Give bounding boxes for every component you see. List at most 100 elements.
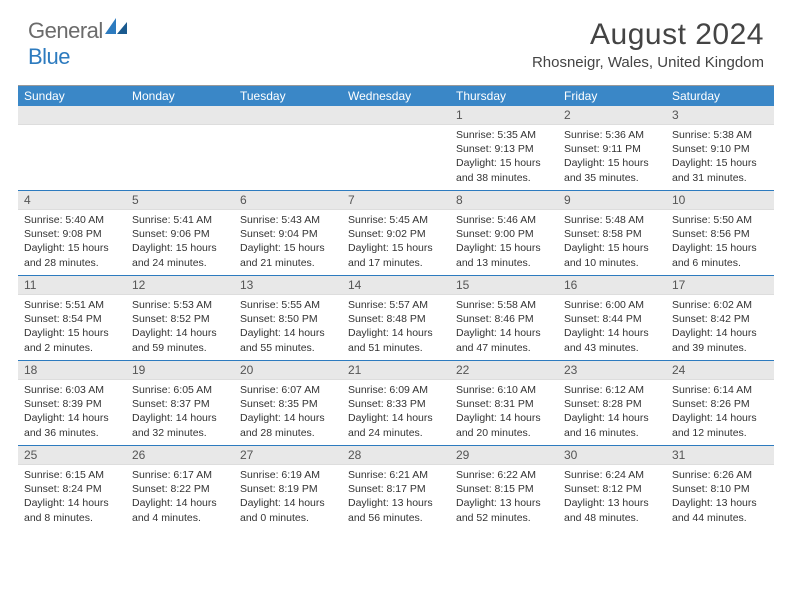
day-number: 22: [450, 361, 558, 380]
day-number: 28: [342, 446, 450, 465]
day-line: Daylight: 14 hours: [240, 496, 336, 510]
day-line: and 10 minutes.: [564, 256, 660, 270]
day-line: and 31 minutes.: [672, 171, 768, 185]
day-number: 20: [234, 361, 342, 380]
day-line: Sunrise: 6:00 AM: [564, 298, 660, 312]
week-row: 1Sunrise: 5:35 AMSunset: 9:13 PMDaylight…: [18, 106, 774, 190]
day-line: and 2 minutes.: [24, 341, 120, 355]
day-content: Sunrise: 5:51 AMSunset: 8:54 PMDaylight:…: [18, 295, 126, 359]
day-content: [126, 125, 234, 132]
day-cell: 14Sunrise: 5:57 AMSunset: 8:48 PMDayligh…: [342, 276, 450, 360]
day-number: [342, 106, 450, 125]
day-number: 12: [126, 276, 234, 295]
day-line: and 13 minutes.: [456, 256, 552, 270]
day-cell: [234, 106, 342, 190]
day-content: Sunrise: 6:21 AMSunset: 8:17 PMDaylight:…: [342, 465, 450, 529]
day-number: 10: [666, 191, 774, 210]
day-number: 25: [18, 446, 126, 465]
logo-text: GeneralBlue: [28, 18, 127, 70]
day-line: Sunset: 8:35 PM: [240, 397, 336, 411]
day-cell: 9Sunrise: 5:48 AMSunset: 8:58 PMDaylight…: [558, 191, 666, 275]
day-cell: 20 Sunrise: 6:07 AMSunset: 8:35 PMDayligh…: [234, 361, 342, 445]
day-line: and 51 minutes.: [348, 341, 444, 355]
day-line: Sunrise: 6:14 AM: [672, 383, 768, 397]
day-line: Sunrise: 5:40 AM: [24, 213, 120, 227]
day-cell: 15Sunrise: 5:58 AMSunset: 8:46 PMDayligh…: [450, 276, 558, 360]
day-line: and 8 minutes.: [24, 511, 120, 525]
weeks-container: 1Sunrise: 5:35 AMSunset: 9:13 PMDaylight…: [18, 106, 774, 530]
day-line: Sunset: 8:54 PM: [24, 312, 120, 326]
day-line: and 28 minutes.: [240, 426, 336, 440]
day-line: Sunset: 9:00 PM: [456, 227, 552, 241]
day-line: Sunset: 8:24 PM: [24, 482, 120, 496]
day-line: Sunrise: 6:24 AM: [564, 468, 660, 482]
day-line: and 43 minutes.: [564, 341, 660, 355]
day-number: 13: [234, 276, 342, 295]
day-cell: 2Sunrise: 5:36 AMSunset: 9:11 PMDaylight…: [558, 106, 666, 190]
day-line: Sunrise: 5:57 AM: [348, 298, 444, 312]
day-line: Sunset: 9:02 PM: [348, 227, 444, 241]
day-line: Sunset: 8:28 PM: [564, 397, 660, 411]
day-line: Daylight: 14 hours: [132, 326, 228, 340]
day-line: and 55 minutes.: [240, 341, 336, 355]
weekday-friday: Friday: [558, 86, 666, 106]
day-cell: 6Sunrise: 5:43 AMSunset: 9:04 PMDaylight…: [234, 191, 342, 275]
day-content: Sunrise: 6:19 AMSunset: 8:19 PMDaylight:…: [234, 465, 342, 529]
logo-sail-icon: [105, 14, 127, 40]
day-line: Daylight: 14 hours: [672, 411, 768, 425]
day-number: 18: [18, 361, 126, 380]
day-line: Sunrise: 6:19 AM: [240, 468, 336, 482]
day-number: 14: [342, 276, 450, 295]
day-line: Sunrise: 6:05 AM: [132, 383, 228, 397]
day-line: Sunrise: 5:58 AM: [456, 298, 552, 312]
week-row: 25Sunrise: 6:15 AMSunset: 8:24 PMDayligh…: [18, 445, 774, 530]
day-number: 7: [342, 191, 450, 210]
day-number: [18, 106, 126, 125]
day-line: and 16 minutes.: [564, 426, 660, 440]
day-line: Daylight: 13 hours: [672, 496, 768, 510]
weekday-monday: Monday: [126, 86, 234, 106]
day-cell: 21Sunrise: 6:09 AMSunset: 8:33 PMDayligh…: [342, 361, 450, 445]
day-line: Daylight: 14 hours: [456, 326, 552, 340]
day-line: Sunset: 9:08 PM: [24, 227, 120, 241]
week-row: 11Sunrise: 5:51 AMSunset: 8:54 PMDayligh…: [18, 275, 774, 360]
day-number: 17: [666, 276, 774, 295]
day-number: 26: [126, 446, 234, 465]
day-line: Daylight: 15 hours: [348, 241, 444, 255]
day-line: Daylight: 14 hours: [132, 411, 228, 425]
day-line: Sunset: 8:33 PM: [348, 397, 444, 411]
day-content: Sunrise: 6:15 AMSunset: 8:24 PMDaylight:…: [18, 465, 126, 529]
day-line: Daylight: 14 hours: [24, 496, 120, 510]
day-number: 29: [450, 446, 558, 465]
day-content: Sunrise: 6:26 AMSunset: 8:10 PMDaylight:…: [666, 465, 774, 529]
day-line: Daylight: 14 hours: [240, 411, 336, 425]
day-cell: 30Sunrise: 6:24 AMSunset: 8:12 PMDayligh…: [558, 446, 666, 530]
day-line: Sunrise: 5:46 AM: [456, 213, 552, 227]
day-line: and 17 minutes.: [348, 256, 444, 270]
day-line: Daylight: 15 hours: [132, 241, 228, 255]
day-content: Sunrise: 6:00 AMSunset: 8:44 PMDaylight:…: [558, 295, 666, 359]
day-line: Daylight: 15 hours: [456, 156, 552, 170]
day-line: Sunrise: 6:02 AM: [672, 298, 768, 312]
day-number: 19: [126, 361, 234, 380]
day-line: and 56 minutes.: [348, 511, 444, 525]
day-number: 11: [18, 276, 126, 295]
day-content: Sunrise: 5:45 AMSunset: 9:02 PMDaylight:…: [342, 210, 450, 274]
day-number: 6: [234, 191, 342, 210]
day-content: Sunrise: 5:55 AMSunset: 8:50 PMDaylight:…: [234, 295, 342, 359]
day-content: Sunrise: 5:36 AMSunset: 9:11 PMDaylight:…: [558, 125, 666, 189]
day-cell: 28Sunrise: 6:21 AMSunset: 8:17 PMDayligh…: [342, 446, 450, 530]
day-line: Sunrise: 6:07 AM: [240, 383, 336, 397]
day-line: Sunset: 8:58 PM: [564, 227, 660, 241]
location: Rhosneigr, Wales, United Kingdom: [532, 54, 764, 71]
day-line: Sunrise: 6:17 AM: [132, 468, 228, 482]
day-content: Sunrise: 6:12 AMSunset: 8:28 PMDaylight:…: [558, 380, 666, 444]
day-line: Daylight: 14 hours: [348, 411, 444, 425]
day-line: Sunrise: 5:53 AM: [132, 298, 228, 312]
day-cell: 10Sunrise: 5:50 AMSunset: 8:56 PMDayligh…: [666, 191, 774, 275]
day-cell: 3Sunrise: 5:38 AMSunset: 9:10 PMDaylight…: [666, 106, 774, 190]
day-number: 31: [666, 446, 774, 465]
day-number: 23: [558, 361, 666, 380]
day-line: Sunset: 8:22 PM: [132, 482, 228, 496]
day-line: and 4 minutes.: [132, 511, 228, 525]
